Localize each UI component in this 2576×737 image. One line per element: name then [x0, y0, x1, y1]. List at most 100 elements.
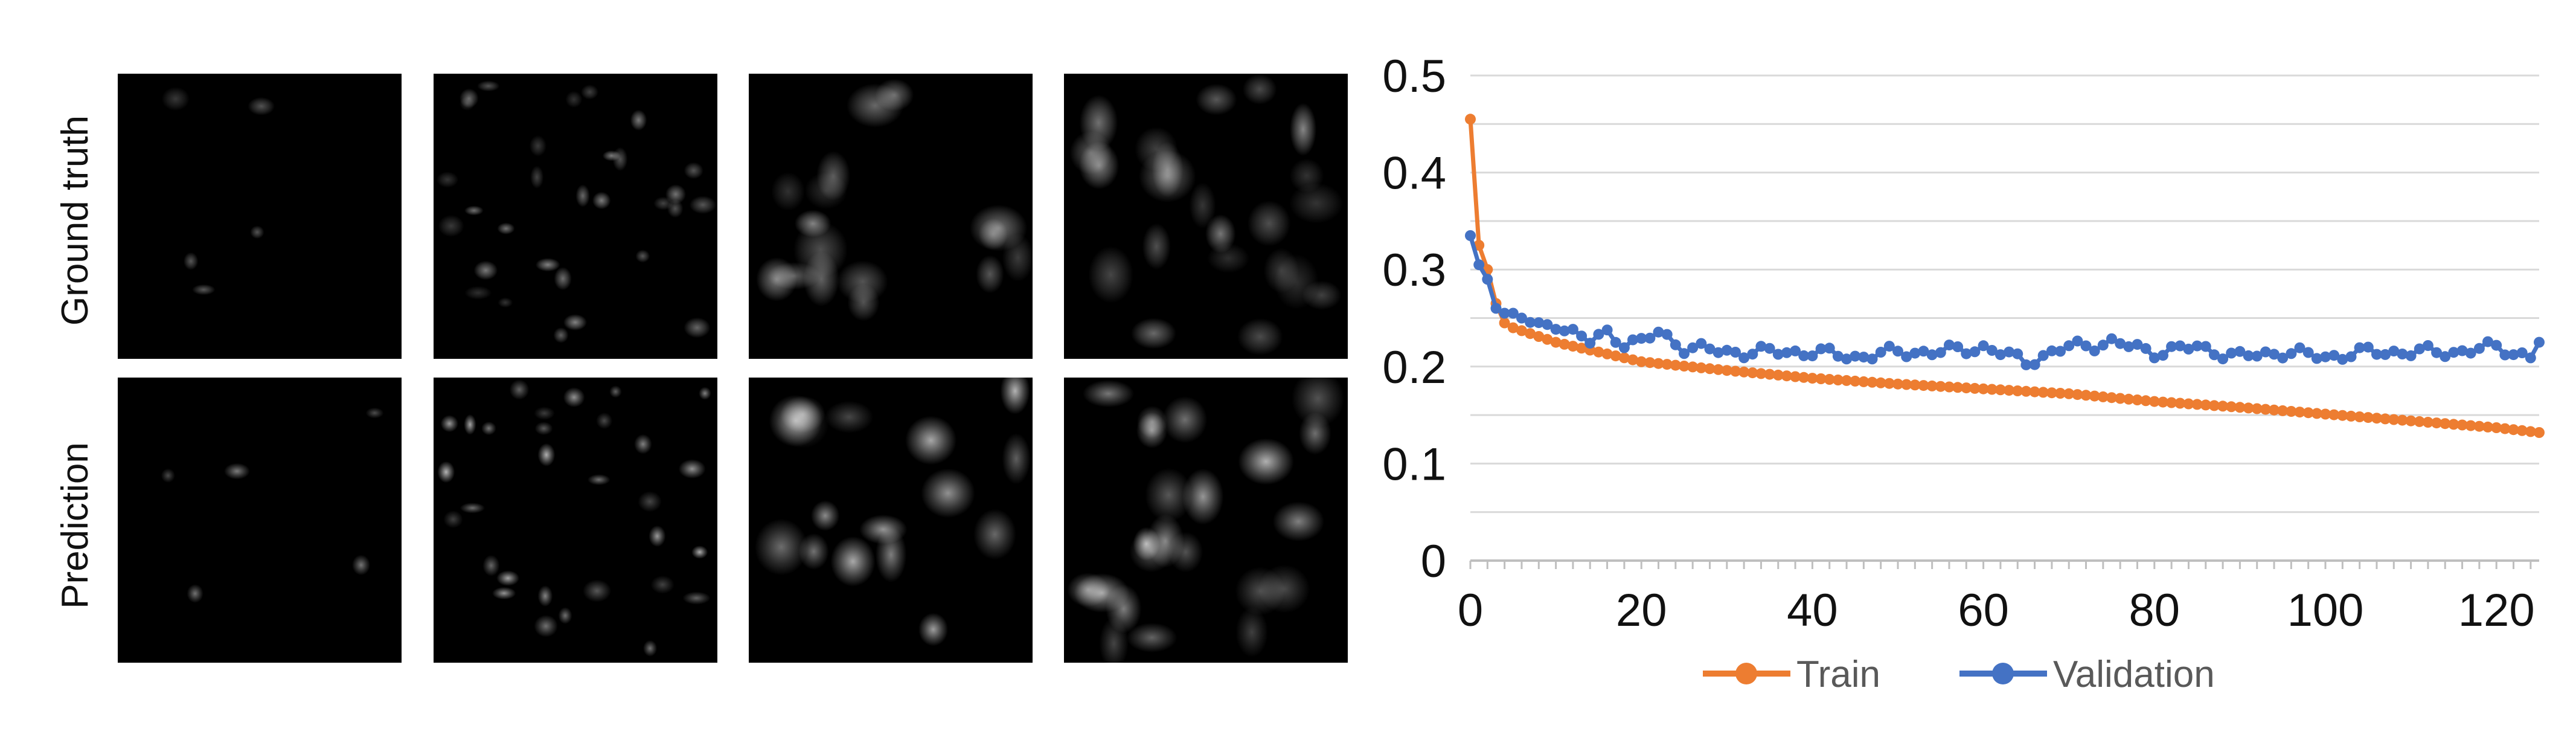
- ground-truth-row-label: Ground truth: [54, 115, 96, 326]
- data-point-validation: [1593, 329, 1604, 340]
- data-point-validation: [1909, 347, 1921, 359]
- data-point-train: [2440, 418, 2451, 430]
- data-point-train: [1516, 325, 1527, 336]
- cell-blob: [563, 387, 585, 408]
- data-point-validation: [2465, 347, 2476, 359]
- data-point-validation: [2055, 346, 2066, 357]
- cell-blob: [460, 503, 485, 513]
- data-point-validation: [2277, 352, 2289, 364]
- data-point-validation: [1696, 338, 1707, 349]
- cell-blob: [602, 150, 621, 161]
- data-point-validation: [1670, 339, 1681, 350]
- cell-blob: [1069, 131, 1112, 175]
- cell-blob: [905, 416, 957, 465]
- data-point-validation: [1601, 324, 1613, 336]
- data-point-validation: [2183, 343, 2194, 355]
- data-point-validation: [1978, 340, 1989, 352]
- cell-blob: [1291, 378, 1345, 427]
- data-point-validation: [1550, 324, 1562, 335]
- data-point-train: [2311, 408, 2322, 419]
- cell-blob: [192, 284, 216, 295]
- data-point-validation: [1618, 342, 1630, 353]
- data-point-train: [1961, 382, 1972, 394]
- data-point-train: [2208, 400, 2220, 411]
- cell-blob: [565, 91, 583, 108]
- data-point-validation: [2234, 346, 2246, 357]
- data-point-validation: [2200, 341, 2211, 352]
- data-point-validation: [1636, 333, 1647, 344]
- cell-blob: [529, 135, 546, 156]
- data-point-validation: [1961, 348, 1972, 359]
- data-point-train: [2037, 387, 2049, 398]
- data-point-validation: [1944, 340, 1955, 351]
- cell-blob: [352, 555, 370, 576]
- data-point-train: [2286, 406, 2297, 417]
- data-point-train: [1644, 357, 1656, 368]
- data-point-validation: [1559, 325, 1570, 336]
- data-point-validation: [2037, 350, 2049, 361]
- data-point-validation: [2097, 340, 2109, 351]
- prediction-image-2: [434, 378, 717, 663]
- data-point-validation: [2380, 349, 2391, 360]
- data-point-validation: [2345, 351, 2357, 362]
- data-point-train: [2217, 401, 2229, 412]
- data-point-train: [1550, 336, 1562, 348]
- cell-blob: [699, 387, 711, 400]
- data-point-train: [2534, 427, 2545, 438]
- cell-blob: [183, 252, 199, 270]
- data-point-validation: [1850, 350, 1861, 362]
- cell-blob: [1242, 74, 1277, 105]
- cell-blob: [1135, 127, 1178, 172]
- data-point-train: [2277, 405, 2289, 416]
- data-point-validation: [1516, 312, 1527, 324]
- legend-label-validation: Validation: [2053, 654, 2215, 695]
- data-point-validation: [2294, 342, 2305, 353]
- data-point-train: [2132, 394, 2143, 405]
- data-point-validation: [1755, 341, 1767, 352]
- cell-blob: [1129, 530, 1173, 573]
- data-point-train: [2508, 424, 2519, 436]
- data-point-validation: [2482, 336, 2493, 347]
- cell-blob: [537, 443, 556, 466]
- cell-blob: [1136, 412, 1168, 449]
- data-point-train: [1866, 376, 1878, 388]
- data-point-validation: [1841, 353, 1852, 365]
- data-point-validation: [1747, 349, 1758, 360]
- data-point-validation: [1866, 353, 1878, 365]
- data-point-validation: [2525, 352, 2536, 364]
- data-point-train: [1841, 375, 1852, 386]
- x-tick-label: 40: [1787, 585, 1838, 636]
- cell-blob: [918, 613, 948, 646]
- cell-blob: [665, 184, 686, 204]
- data-point-validation: [2337, 353, 2348, 365]
- cell-blob: [437, 461, 455, 483]
- cell-blob: [691, 546, 708, 559]
- data-point-train: [2140, 395, 2151, 407]
- cell-blob: [859, 514, 908, 544]
- data-point-train: [2371, 413, 2382, 424]
- data-point-train: [1850, 375, 1861, 387]
- data-point-validation: [2354, 342, 2365, 353]
- legend-swatch-marker: [1992, 663, 2014, 684]
- cell-blob: [684, 317, 711, 338]
- data-point-validation: [2448, 347, 2459, 358]
- data-point-train: [1798, 372, 1810, 383]
- data-point-validation: [1994, 349, 2006, 361]
- data-point-train: [2191, 399, 2203, 410]
- data-point-train: [2482, 421, 2493, 433]
- data-point-train: [1935, 381, 1946, 392]
- data-point-validation: [2140, 343, 2151, 354]
- data-point-train: [2106, 392, 2117, 404]
- series-line-train: [1468, 119, 2540, 435]
- cell-blob: [509, 379, 530, 400]
- data-point-train: [2148, 396, 2160, 407]
- data-point-train: [2260, 404, 2271, 415]
- data-point-validation: [2020, 359, 2032, 370]
- cell-blob: [534, 407, 555, 420]
- data-point-train: [2516, 425, 2528, 436]
- data-point-validation: [1815, 343, 1827, 355]
- data-point-train: [2345, 410, 2357, 422]
- data-point-train: [1730, 365, 1741, 377]
- data-point-validation: [1644, 332, 1656, 344]
- data-point-validation: [1610, 336, 1621, 348]
